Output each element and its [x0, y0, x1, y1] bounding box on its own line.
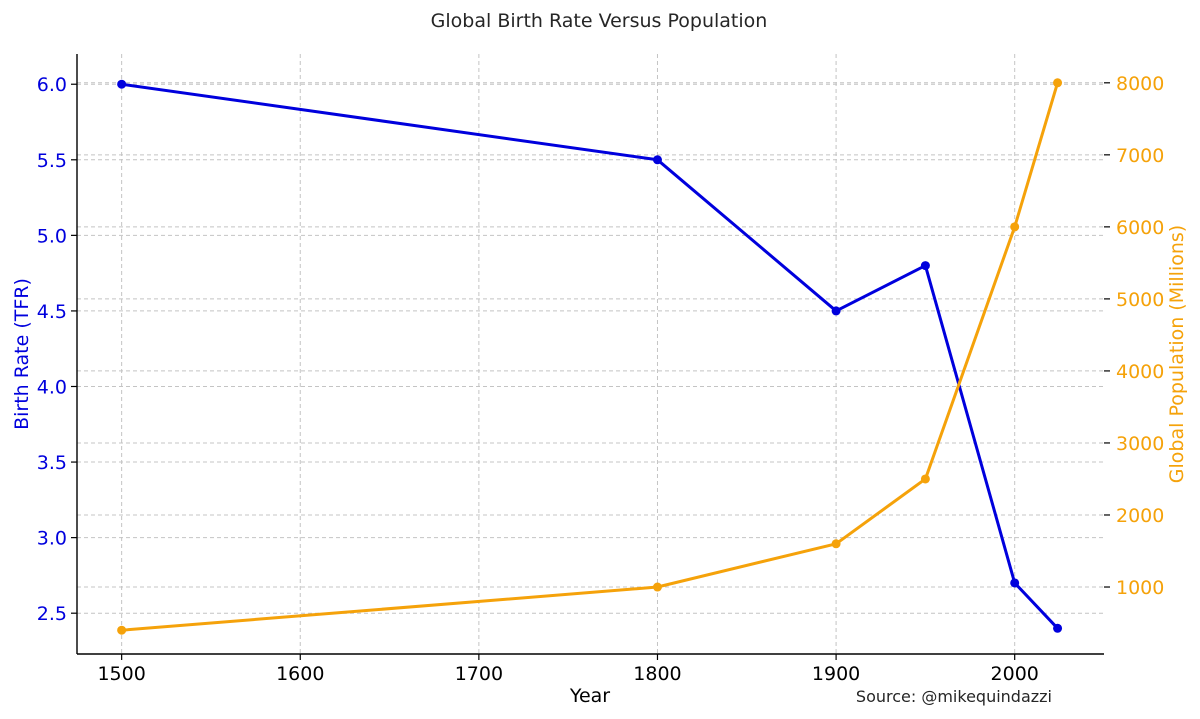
- x-tick-label: 1500: [97, 663, 145, 685]
- y-tick-label: 6.0: [37, 74, 67, 96]
- y-tick-label: 3.5: [37, 452, 67, 474]
- data-point: [1053, 623, 1063, 633]
- y-axis-ticks: 2.5 3.0 3.5 4.0 4.5 5.0 5.5 6.0: [37, 74, 77, 625]
- data-point: [831, 539, 841, 549]
- x-tick-label: 1800: [633, 663, 681, 685]
- series-population: [117, 78, 1063, 635]
- y2-tick-label: 5000: [1116, 289, 1164, 311]
- grid: [77, 54, 1104, 654]
- y2-tick-label: 6000: [1116, 217, 1164, 239]
- y2-tick-label: 8000: [1116, 73, 1164, 95]
- y-tick-label: 3.0: [37, 528, 67, 550]
- y-tick-label: 5.5: [37, 150, 67, 172]
- data-point: [920, 474, 930, 484]
- y2-axis-label: Global Population (Millions): [1166, 225, 1188, 483]
- series-line: [121, 82, 1059, 632]
- x-tick-label: 1900: [812, 663, 860, 685]
- y2-tick-label: 1000: [1116, 577, 1164, 599]
- series-line: [121, 82, 1059, 630]
- y-tick-label: 2.5: [37, 603, 67, 625]
- y-axis-label: Birth Rate (TFR): [11, 278, 33, 430]
- data-point: [1053, 78, 1063, 88]
- axes: [76, 54, 1104, 655]
- x-tick-label: 2000: [991, 663, 1039, 685]
- series-birth-rate: [117, 79, 1063, 633]
- data-point: [1010, 222, 1020, 232]
- x-tick-label: 1700: [455, 663, 503, 685]
- source-note: Source: @mikequindazzi: [856, 687, 1052, 706]
- data-point: [652, 582, 662, 592]
- x-tick-label: 1600: [276, 663, 324, 685]
- data-point: [117, 79, 127, 89]
- y2-tick-label: 3000: [1116, 433, 1164, 455]
- data-point: [117, 625, 127, 635]
- data-point: [1010, 578, 1020, 588]
- y-tick-label: 4.0: [37, 376, 67, 398]
- chart-title: Global Birth Rate Versus Population: [431, 10, 768, 32]
- y2-tick-label: 7000: [1116, 145, 1164, 167]
- x-axis-label: Year: [569, 685, 610, 707]
- series-group: [117, 78, 1063, 635]
- data-point: [920, 261, 930, 271]
- y2-tick-label: 4000: [1116, 361, 1164, 383]
- y2-axis-ticks: 1000 2000 3000 4000 5000 6000 7000 8000: [1104, 73, 1164, 599]
- data-point: [831, 306, 841, 316]
- y-tick-label: 5.0: [37, 225, 67, 247]
- data-point: [652, 155, 662, 165]
- x-axis-ticks: 1500 1600 1700 1800 1900 2000: [97, 654, 1039, 685]
- y-tick-label: 4.5: [37, 301, 67, 323]
- y2-tick-label: 2000: [1116, 505, 1164, 527]
